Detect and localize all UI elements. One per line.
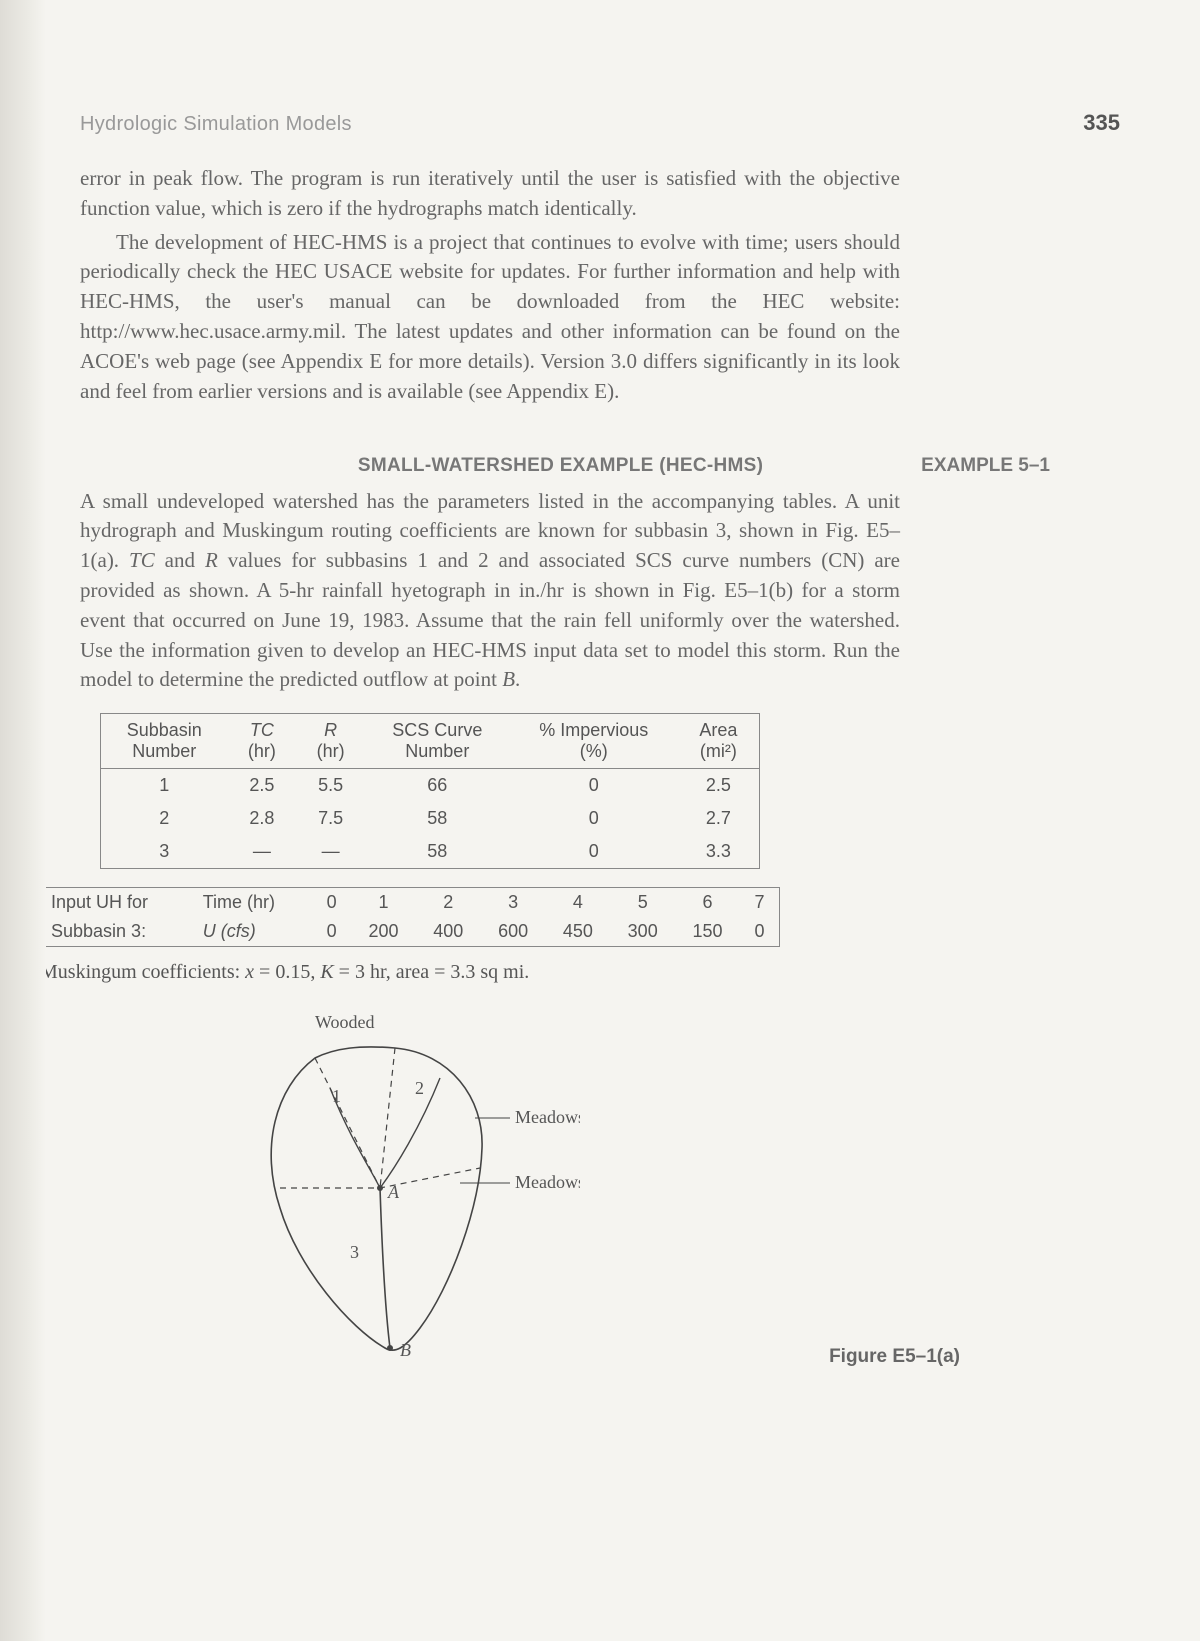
table-cell: 0 — [510, 769, 678, 803]
figure-caption: Figure E5–1(a) — [829, 1346, 960, 1368]
table-cell: 2.7 — [678, 802, 760, 835]
uh-value-cell: 600 — [481, 917, 546, 947]
table-cell: 58 — [365, 802, 510, 835]
label-wooded: Wooded — [315, 1012, 375, 1032]
uh-time-cell: 2 — [416, 888, 481, 918]
table-cell: 3 — [101, 835, 228, 869]
stream-main — [380, 1188, 390, 1348]
table-cell: 66 — [365, 769, 510, 803]
table-cell: 2.5 — [678, 769, 760, 803]
subbasin-table: SubbasinNumberTC(hr)R(hr)SCS CurveNumber… — [100, 713, 760, 869]
figure-area: Wooded 1 2 3 A B Meadows Meadows Figure … — [80, 998, 1120, 1378]
uh-row-time: Input UH forTime (hr)01234567 — [41, 888, 780, 918]
example-label: EXAMPLE 5–1 — [921, 455, 1050, 477]
uh-sublabel: Time (hr) — [193, 888, 313, 918]
uh-label: Subbasin 3: — [41, 917, 193, 947]
uh-time-cell: 3 — [481, 888, 546, 918]
uh-time-cell: 5 — [610, 888, 675, 918]
uh-value-cell: 300 — [610, 917, 675, 947]
watershed-outline — [271, 1047, 482, 1350]
table-cell: — — [228, 835, 297, 869]
table-row: 3——5803.3 — [101, 835, 760, 869]
unit-hydrograph-table: Input UH forTime (hr)01234567 Subbasin 3… — [40, 887, 780, 947]
uh-row-values: Subbasin 3:U (cfs)02004006004503001500 — [41, 917, 780, 947]
uh-value-cell: 400 — [416, 917, 481, 947]
running-head: Hydrologic Simulation Models — [80, 113, 352, 136]
uh-label: Input UH for — [41, 888, 193, 918]
label-sub2: 2 — [415, 1078, 424, 1098]
table-cell: 5.5 — [296, 769, 365, 803]
divider-2 — [380, 1048, 395, 1188]
table-cell: 1 — [101, 769, 228, 803]
table-column-header: R(hr) — [296, 714, 365, 769]
label-point-b: B — [400, 1340, 411, 1358]
table-cell: — — [296, 835, 365, 869]
stream-2 — [380, 1078, 440, 1188]
paragraph-2: The development of HEC-HMS is a project … — [80, 228, 900, 407]
uh-value-cell: 200 — [351, 917, 416, 947]
table-row: 12.55.56602.5 — [101, 769, 760, 803]
divider-1 — [315, 1058, 380, 1188]
label-point-a: A — [387, 1182, 400, 1202]
label-meadows-1: Meadows — [515, 1107, 580, 1127]
uh-value-cell: 450 — [546, 917, 611, 947]
uh-time-cell: 1 — [351, 888, 416, 918]
table-column-header: % Impervious(%) — [510, 714, 678, 769]
table-row: 22.87.55802.7 — [101, 802, 760, 835]
uh-sublabel: U (cfs) — [193, 917, 313, 947]
table-column-header: SCS CurveNumber — [365, 714, 510, 769]
label-sub1: 1 — [332, 1086, 341, 1106]
uh-time-cell: 4 — [546, 888, 611, 918]
table-cell: 0 — [510, 835, 678, 869]
uh-value-cell: 150 — [675, 917, 740, 947]
table-cell: 0 — [510, 802, 678, 835]
uh-value-cell: 0 — [312, 917, 351, 947]
uh-time-cell: 0 — [312, 888, 351, 918]
table-cell: 2.8 — [228, 802, 297, 835]
table-column-header: SubbasinNumber — [101, 714, 228, 769]
example-paragraph: A small undeveloped watershed has the pa… — [80, 487, 900, 696]
label-meadows-2: Meadows — [515, 1172, 580, 1192]
section-title: SMALL-WATERSHED EXAMPLE (HEC-HMS) — [80, 455, 921, 477]
table-cell: 2 — [101, 802, 228, 835]
table-column-header: Area(mi²) — [678, 714, 760, 769]
page-header: Hydrologic Simulation Models 335 — [80, 110, 1120, 136]
table-header-row: SubbasinNumberTC(hr)R(hr)SCS CurveNumber… — [101, 714, 760, 769]
uh-time-cell: 7 — [740, 888, 780, 918]
uh-time-cell: 6 — [675, 888, 740, 918]
body-text: error in peak flow. The program is run i… — [80, 164, 900, 407]
uh-value-cell: 0 — [740, 917, 780, 947]
table-cell: 7.5 — [296, 802, 365, 835]
table-column-header: TC(hr) — [228, 714, 297, 769]
point-b-dot — [387, 1345, 393, 1351]
watershed-diagram: Wooded 1 2 3 A B Meadows Meadows — [220, 998, 580, 1358]
paragraph-1: error in peak flow. The program is run i… — [80, 164, 900, 224]
section-heading-row: SMALL-WATERSHED EXAMPLE (HEC-HMS) EXAMPL… — [80, 455, 1050, 477]
page-number: 335 — [1083, 110, 1120, 136]
muskingum-line: Muskingum coefficients: x = 0.15, K = 3 … — [40, 961, 1120, 984]
table-cell: 2.5 — [228, 769, 297, 803]
label-sub3: 3 — [350, 1242, 359, 1262]
table-cell: 58 — [365, 835, 510, 869]
point-a-dot — [377, 1185, 383, 1191]
scan-shadow — [0, 0, 46, 1641]
table-cell: 3.3 — [678, 835, 760, 869]
page: Hydrologic Simulation Models 335 error i… — [0, 0, 1200, 1438]
